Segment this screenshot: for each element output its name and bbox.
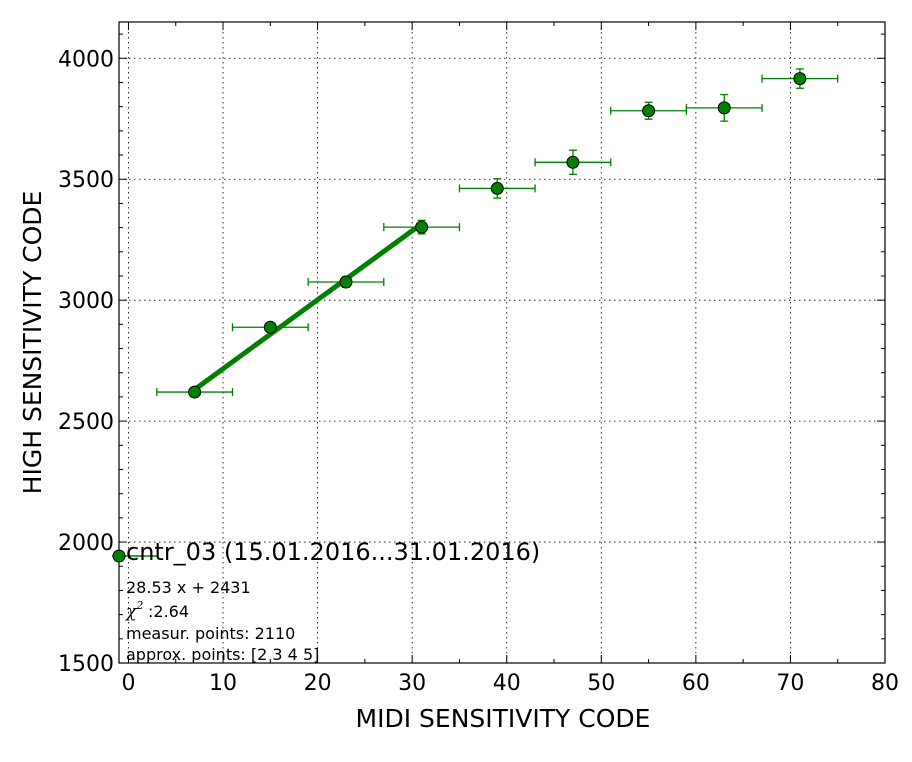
legend-marker [112,549,126,563]
data-point-group [231,320,309,334]
grid [119,22,885,663]
data-point [642,104,656,118]
x-tick-label: 70 [776,671,804,696]
legend-fit-equation: 28.53 x + 2431 [126,578,251,597]
fit-line-group [193,221,424,392]
data-point-group [458,178,536,199]
legend-chi-value: :2.64 [148,602,189,621]
x-tick-label: 10 [209,671,237,696]
x-tick-label: 20 [304,671,332,696]
x-tick-label: 40 [493,671,521,696]
data-point [339,275,353,289]
data-point-group [761,68,839,89]
x-tick-label: 50 [587,671,615,696]
legend-label: cntr_03 (15.01.2016...31.01.2016) [126,538,540,566]
y-tick-label: 2500 [58,410,114,435]
y-tick-label: 3500 [58,168,114,193]
x-tick-label: 30 [398,671,426,696]
data-point [415,220,429,234]
data-points [156,68,839,399]
legend-measured-points: measur. points: 2110 [126,624,295,643]
legend-approx-points: approx. points: [2 3 4 5] [126,645,319,664]
x-tick-label: 60 [682,671,710,696]
axis-ticks [119,22,886,664]
x-axis-title: MIDI SENSITIVITY CODE [356,704,651,733]
data-point [566,155,580,169]
axis-tick-labels: 0 10 20 30 40 50 60 70 80 1500 2000 2500 3000 3500 400… [58,47,899,696]
y-tick-label: 1500 [58,652,114,677]
plot-frame [118,21,886,664]
data-point [188,385,202,399]
data-point [490,181,504,195]
data-point-group [610,101,688,120]
y-axis-title: HIGH SENSITIVITY CODE [18,191,47,495]
data-point [793,72,807,86]
data-point-group [383,219,461,235]
data-point-group [534,149,612,176]
fit-line [193,221,424,392]
y-tick-label: 2000 [58,531,114,556]
data-point-group [685,93,763,122]
y-tick-label: 3000 [58,289,114,314]
data-point [717,101,731,115]
x-tick-label: 0 [121,671,135,696]
data-point-group [307,275,385,289]
legend: cntr_03 (15.01.2016...31.01.2016) 28.53 … [112,538,540,664]
data-point-group [156,385,234,399]
data-point [263,320,277,334]
y-tick-label: 4000 [58,47,114,72]
x-tick-label: 80 [871,671,899,696]
